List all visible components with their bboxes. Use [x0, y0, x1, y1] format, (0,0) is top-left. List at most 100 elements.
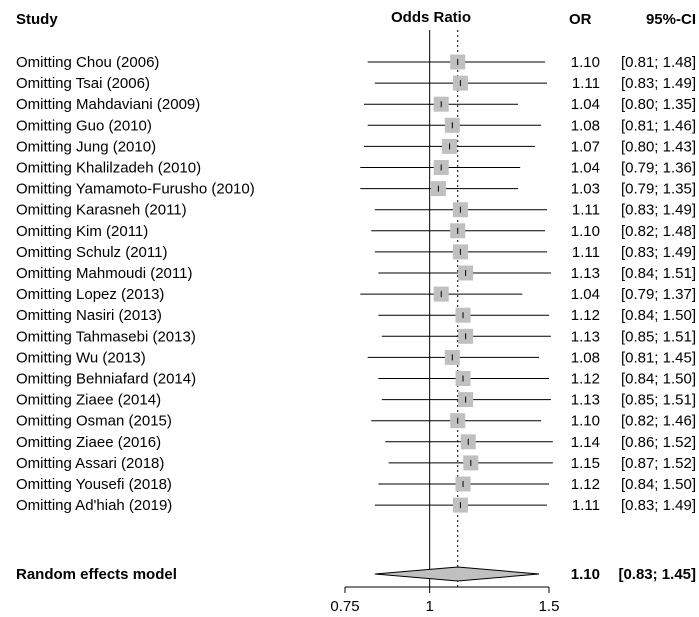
ci-value: [0.80; 1.35]: [621, 96, 696, 113]
or-value: 1.07: [571, 138, 600, 155]
ci-value: [0.79; 1.35]: [621, 181, 696, 198]
study-label: Omitting Tahmasebi (2013): [16, 328, 196, 345]
ci-value: [0.82; 1.48]: [621, 223, 696, 240]
study-row: Omitting Tahmasebi (2013) 1.13 [0.85; 1.51…: [16, 328, 696, 345]
study-label: Omitting Lopez (2013): [16, 286, 164, 303]
or-value: 1.12: [571, 371, 600, 388]
or-value: 1.08: [571, 349, 600, 366]
ci-value: [0.81; 1.46]: [621, 117, 696, 134]
ci-value: [0.84; 1.50]: [621, 371, 696, 388]
ci-value: [0.85; 1.51]: [621, 328, 696, 345]
study-row: Omitting Assari (2018) 1.15 [0.87; 1.52]: [16, 455, 696, 472]
study-row: Omitting Schulz (2011) 1.11 [0.83; 1.49]: [16, 244, 696, 261]
or-value: 1.13: [571, 265, 600, 282]
summary-ci-value: [0.83; 1.45]: [618, 566, 696, 583]
or-value: 1.11: [572, 75, 600, 92]
summary-diamond: [374, 566, 540, 582]
study-row: Omitting Wu (2013) 1.08 [0.81; 1.45]: [16, 349, 696, 366]
study-label: Omitting Karasneh (2011): [16, 202, 187, 219]
header-or: OR: [569, 11, 592, 28]
or-value: 1.13: [571, 392, 600, 409]
or-value: 1.10: [571, 54, 600, 71]
study-row: Omitting Guo (2010) 1.08 [0.81; 1.46]: [16, 117, 696, 134]
header-study: Study: [16, 11, 58, 28]
or-value: 1.04: [571, 286, 600, 303]
or-value: 1.12: [571, 476, 600, 493]
study-row: Omitting Ziaee (2014) 1.13 [0.85; 1.51]: [16, 392, 696, 409]
or-value: 1.11: [572, 497, 600, 514]
or-value: 1.03: [571, 181, 600, 198]
summary-label: Random effects model: [16, 566, 177, 583]
study-row: Omitting Karasneh (2011) 1.11 [0.83; 1.49]: [16, 202, 696, 219]
header-odds-ratio: Odds Ratio: [391, 9, 471, 26]
x-tick-label: 1: [425, 598, 433, 615]
study-row: Omitting Mahdaviani (2009) 1.04 [0.80; 1.3…: [16, 96, 696, 113]
study-row: Omitting Ad'hiah (2019) 1.11 [0.83; 1.49]: [16, 497, 696, 514]
study-label: Omitting Chou (2006): [16, 54, 159, 71]
study-label: Omitting Guo (2010): [16, 117, 152, 134]
x-axis: 0.75 1 1.5: [330, 586, 560, 615]
study-label: Omitting Mahdaviani (2009): [16, 96, 200, 113]
ci-value: [0.83; 1.49]: [621, 497, 696, 514]
ci-value: [0.83; 1.49]: [621, 75, 696, 92]
ci-value: [0.83; 1.49]: [621, 244, 696, 261]
ci-value: [0.86; 1.52]: [621, 434, 696, 451]
or-value: 1.11: [572, 202, 600, 219]
study-row: Omitting Yousefi (2018) 1.12 [0.84; 1.50]: [16, 476, 696, 493]
study-row: Omitting Nasiri (2013) 1.12 [0.84; 1.50]: [16, 307, 696, 324]
study-row: Omitting Lopez (2013) 1.04 [0.79; 1.37]: [16, 286, 696, 303]
study-label: Omitting Schulz (2011): [16, 244, 167, 261]
study-label: Omitting Kim (2011): [16, 223, 148, 240]
ci-value: [0.83; 1.49]: [621, 202, 696, 219]
or-value: 1.10: [571, 413, 600, 430]
study-label: Omitting Jung (2010): [16, 138, 156, 155]
study-label: Omitting Behniafard (2014): [16, 371, 196, 388]
study-row: Omitting Jung (2010) 1.07 [0.80; 1.43]: [16, 138, 696, 155]
or-value: 1.04: [571, 96, 600, 113]
study-label: Omitting Nasiri (2013): [16, 307, 162, 324]
x-tick-label: 0.75: [330, 598, 359, 615]
study-row: Omitting Ziaee (2016) 1.14 [0.86; 1.52]: [16, 434, 696, 451]
study-row: Omitting Yamamoto-Furusho (2010) 1.03 [0.7…: [16, 181, 696, 198]
study-label: Omitting Ziaee (2014): [16, 392, 161, 409]
x-tick-label: 1.5: [539, 598, 560, 615]
or-value: 1.12: [571, 307, 600, 324]
or-value: 1.13: [571, 328, 600, 345]
study-label: Omitting Yousefi (2018): [16, 476, 172, 493]
ci-value: [0.81; 1.48]: [621, 54, 696, 71]
ci-value: [0.85; 1.51]: [621, 392, 696, 409]
or-value: 1.04: [571, 160, 600, 177]
ci-value: [0.81; 1.45]: [621, 349, 696, 366]
ci-value: [0.79; 1.36]: [621, 160, 696, 177]
study-label: Omitting Mahmoudi (2011): [16, 265, 192, 282]
or-value: 1.11: [572, 244, 600, 261]
ci-value: [0.79; 1.37]: [621, 286, 696, 303]
or-value: 1.08: [571, 117, 600, 134]
ci-value: [0.87; 1.52]: [621, 455, 696, 472]
study-row: Omitting Kim (2011) 1.10 [0.82; 1.48]: [16, 223, 696, 240]
ci-value: [0.84; 1.50]: [621, 307, 696, 324]
study-label: Omitting Osman (2015): [16, 413, 172, 430]
study-row: Omitting Osman (2015) 1.10 [0.82; 1.46]: [16, 413, 696, 430]
study-label: Omitting Assari (2018): [16, 455, 164, 472]
study-row: Omitting Tsai (2006) 1.11 [0.83; 1.49]: [16, 75, 696, 92]
ci-value: [0.84; 1.51]: [621, 265, 696, 282]
ci-value: [0.82; 1.46]: [621, 413, 696, 430]
study-row: Omitting Behniafard (2014) 1.12 [0.84; 1.5…: [16, 371, 696, 388]
study-row: Omitting Khalilzadeh (2010) 1.04 [0.79; 1.…: [16, 160, 696, 177]
ci-value: [0.80; 1.43]: [621, 138, 696, 155]
summary-row: Random effects model 1.10 [0.83; 1.45]: [16, 566, 696, 583]
study-row: Omitting Mahmoudi (2011) 1.13 [0.84; 1.51]: [16, 265, 696, 282]
summary-or-value: 1.10: [571, 566, 600, 583]
ci-value: [0.84; 1.50]: [621, 476, 696, 493]
study-label: Omitting Khalilzadeh (2010): [16, 160, 201, 177]
study-label: Omitting Yamamoto-Furusho (2010): [16, 181, 255, 198]
study-label: Omitting Ad'hiah (2019): [16, 497, 172, 514]
study-label: Omitting Wu (2013): [16, 349, 146, 366]
study-row: Omitting Chou (2006) 1.10 [0.81; 1.48]: [16, 54, 696, 71]
header-ci: 95%-CI: [646, 11, 696, 28]
or-value: 1.10: [571, 223, 600, 240]
or-value: 1.14: [571, 434, 600, 451]
or-value: 1.15: [571, 455, 600, 472]
